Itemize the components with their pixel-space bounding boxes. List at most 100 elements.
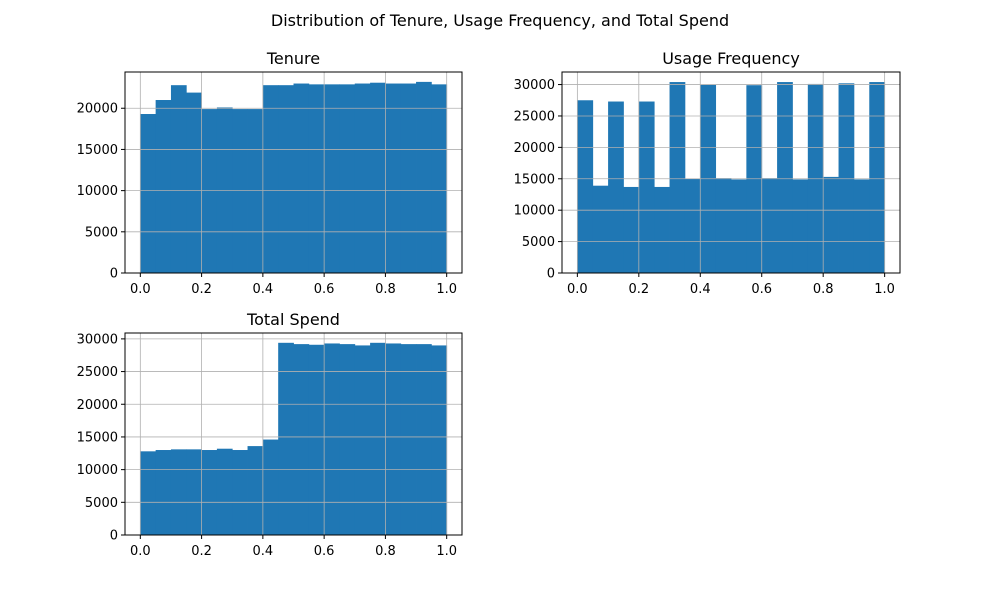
usage-frequency-title: Usage Frequency — [662, 49, 800, 68]
usage-frequency-xtick-label-4: 0.8 — [813, 282, 834, 297]
total-spend-bar-4 — [201, 450, 218, 535]
usage-frequency-bar-2 — [608, 101, 624, 273]
tenure-xtick-label-1: 0.2 — [191, 282, 212, 297]
total-spend-title: Total Spend — [246, 310, 340, 329]
subplot-panels: 0.0 0.2 0.4 0.6 0.8 1.0 0 5000 10000 15000 20000 Te… — [77, 49, 901, 559]
usage-frequency-xtick-label-2: 0.4 — [690, 282, 711, 297]
total-spend-bar-17 — [400, 344, 417, 535]
usage-frequency-bar-18 — [853, 179, 870, 273]
tenure-bar-9 — [278, 85, 294, 273]
tenure-ytick-label-0: 0 — [110, 267, 118, 282]
tenure-bar-17 — [400, 83, 417, 274]
usage-frequency-bar-19 — [869, 82, 886, 273]
tenure-xtick-label-0: 0.0 — [130, 282, 151, 297]
subplot-usage-frequency: 0.0 0.2 0.4 0.6 0.8 1.0 0 5000 10000 15000 20000 25… — [514, 49, 901, 297]
tenure-bar-16 — [385, 83, 402, 274]
tenure-bar-1 — [155, 100, 172, 273]
total-spend-bar-16 — [385, 343, 402, 535]
total-spend-xtick-label-3: 0.6 — [314, 544, 335, 559]
total-spend-ytick-label-1: 5000 — [85, 496, 118, 511]
tenure-bar-12 — [324, 84, 340, 273]
total-spend-ytick-label-5: 25000 — [77, 365, 118, 380]
total-spend-ytick-label-0: 0 — [110, 529, 118, 544]
total-spend-bar-8 — [262, 439, 279, 535]
tenure-xtick-label-3: 0.6 — [314, 282, 335, 297]
total-spend-bar-11 — [308, 344, 325, 535]
total-spend-bar-13 — [339, 344, 356, 535]
tenure-ytick-label-4: 20000 — [77, 102, 118, 117]
tenure-bar-6 — [232, 109, 248, 273]
tenure-bar-15 — [370, 82, 386, 273]
total-spend-bar-6 — [232, 450, 248, 535]
total-spend-bar-15 — [370, 342, 386, 535]
tenure-bar-5 — [216, 107, 233, 273]
total-spend-bar-14 — [354, 345, 371, 535]
tenure-bar-7 — [247, 109, 264, 273]
total-spend-bar-19 — [431, 345, 448, 535]
usage-frequency-ytick-label-5: 25000 — [514, 109, 555, 124]
total-spend-ytick-label-6: 30000 — [77, 332, 118, 347]
tenure-bar-8 — [262, 85, 279, 273]
total-spend-xtick-label-1: 0.2 — [191, 544, 212, 559]
total-spend-bar-9 — [278, 342, 294, 535]
total-spend-ytick-label-3: 15000 — [77, 430, 118, 445]
usage-frequency-xtick-label-0: 0.0 — [567, 282, 588, 297]
tenure-ytick-label-1: 5000 — [85, 225, 118, 240]
tenure-bar-13 — [339, 84, 356, 273]
total-spend-xtick-label-0: 0.0 — [130, 544, 151, 559]
usage-frequency-xtick-label-1: 0.2 — [628, 282, 649, 297]
total-spend-bar-5 — [216, 448, 233, 535]
usage-frequency-bar-1 — [592, 185, 609, 273]
tenure-ytick-label-2: 10000 — [77, 184, 118, 199]
usage-frequency-xtick-label-5: 1.0 — [874, 282, 895, 297]
total-spend-bar-3 — [186, 449, 202, 535]
usage-frequency-ytick-label-3: 15000 — [514, 172, 555, 187]
usage-frequency-axes-frame — [561, 71, 901, 274]
total-spend-bar-10 — [293, 344, 310, 535]
usage-frequency-ytick-label-6: 30000 — [514, 78, 555, 93]
tenure-xtick-label-4: 0.8 — [375, 282, 396, 297]
tenure-title: Tenure — [266, 49, 320, 68]
usage-frequency-bar-5 — [654, 186, 670, 273]
total-spend-xtick-label-5: 1.0 — [436, 544, 457, 559]
total-spend-ytick-label-2: 10000 — [77, 463, 118, 478]
total-spend-xtick-label-2: 0.4 — [253, 544, 274, 559]
total-spend-bar-0 — [140, 451, 157, 535]
tenure-bar-18 — [416, 81, 432, 273]
usage-frequency-bar-14 — [792, 179, 809, 273]
total-spend-bar-2 — [170, 449, 187, 535]
total-spend-xtick-label-4: 0.8 — [375, 544, 396, 559]
tenure-bar-19 — [431, 84, 448, 273]
subplot-total-spend: 0.0 0.2 0.4 0.6 0.8 1.0 0 5000 10000 15000 20000 25… — [77, 310, 463, 559]
usage-frequency-ytick-label-4: 20000 — [514, 141, 555, 156]
usage-frequency-ytick-label-0: 0 — [547, 267, 555, 282]
total-spend-bar-18 — [416, 344, 432, 535]
total-spend-ytick-label-4: 20000 — [77, 398, 118, 413]
tenure-bar-3 — [186, 92, 202, 273]
tenure-axes-frame — [124, 71, 463, 274]
tenure-bar-10 — [293, 83, 310, 274]
usage-frequency-bar-3 — [623, 186, 640, 273]
total-spend-axes-frame — [124, 332, 463, 536]
tenure-xtick-label-2: 0.4 — [253, 282, 274, 297]
total-spend-bar-1 — [155, 450, 172, 535]
usage-frequency-bar-9 — [715, 178, 732, 273]
tenure-bar-11 — [308, 84, 325, 273]
total-spend-bar-12 — [324, 343, 340, 535]
usage-frequency-xtick-label-3: 0.6 — [751, 282, 772, 297]
tenure-bar-4 — [201, 109, 218, 273]
total-spend-bar-7 — [247, 446, 264, 535]
tenure-ytick-label-3: 15000 — [77, 143, 118, 158]
usage-frequency-bar-10 — [731, 179, 747, 273]
usage-frequency-bar-7 — [684, 178, 701, 273]
tenure-bar-0 — [140, 114, 157, 273]
usage-frequency-ytick-label-1: 5000 — [522, 235, 555, 250]
usage-frequency-bar-17 — [838, 83, 855, 274]
subplot-tenure: 0.0 0.2 0.4 0.6 0.8 1.0 0 5000 10000 15000 20000 Te… — [77, 49, 463, 297]
usage-frequency-bar-13 — [777, 82, 793, 273]
usage-frequency-bar-16 — [823, 176, 839, 273]
tenure-bar-14 — [354, 83, 371, 274]
usage-frequency-ytick-label-2: 10000 — [514, 204, 555, 219]
tenure-xtick-label-5: 1.0 — [436, 282, 457, 297]
